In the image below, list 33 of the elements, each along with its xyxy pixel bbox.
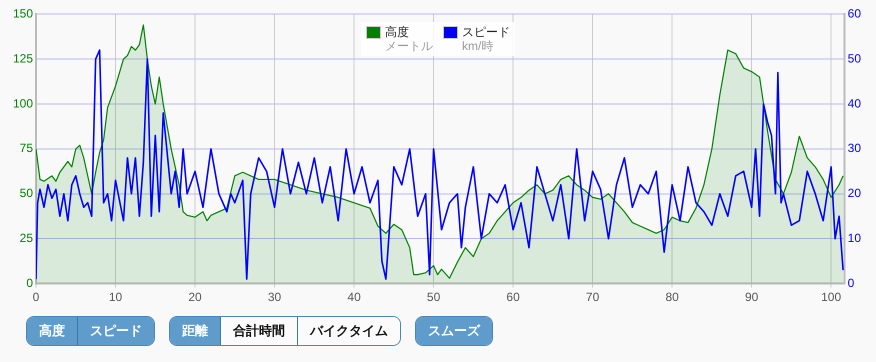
legend-label: 高度 <box>385 25 410 39</box>
x-tick-label: 60 <box>506 290 520 304</box>
y2-tick-label: 40 <box>848 96 862 110</box>
y-tick-label: 0 <box>26 276 34 290</box>
y2-tick-label: 0 <box>848 276 855 290</box>
toggle-button: スムーズ <box>416 317 492 345</box>
x-tick-label: 100 <box>821 290 842 304</box>
y2-tick-label: 20 <box>848 186 862 200</box>
y2-tick-label: 10 <box>848 231 862 246</box>
y-axis-title: メートル <box>385 39 433 53</box>
toggle-button: 高度 <box>27 317 77 345</box>
y2-tick-label: 30 <box>848 141 862 156</box>
x-tick-label: 90 <box>744 290 759 304</box>
x-tick-label: 20 <box>188 290 202 304</box>
x-tick-label: 10 <box>108 290 123 304</box>
y2-tick-label: 50 <box>848 51 862 66</box>
y-tick-label: 125 <box>12 51 34 66</box>
y-tick-label: 25 <box>20 231 34 246</box>
toggle-button: バイクタイム <box>297 317 400 345</box>
x-tick-label: 30 <box>268 290 282 304</box>
y-tick-label: 50 <box>20 186 34 200</box>
x-tick-label: 70 <box>586 290 600 304</box>
x-tick-label: 80 <box>665 290 680 304</box>
toggle-button: 距離 <box>170 317 220 345</box>
y2-axis-title: km/時 <box>462 39 494 53</box>
legend-label: スピード <box>462 25 510 39</box>
y2-tick-label: 60 <box>848 6 862 21</box>
x-tick-label: 40 <box>347 290 362 304</box>
y-tick-label: 100 <box>12 96 34 110</box>
y-tick-label: 150 <box>12 6 34 21</box>
y-tick-label: 75 <box>20 141 34 156</box>
toggle-button: スピード <box>77 317 154 345</box>
x-tick-label: 50 <box>426 290 441 304</box>
